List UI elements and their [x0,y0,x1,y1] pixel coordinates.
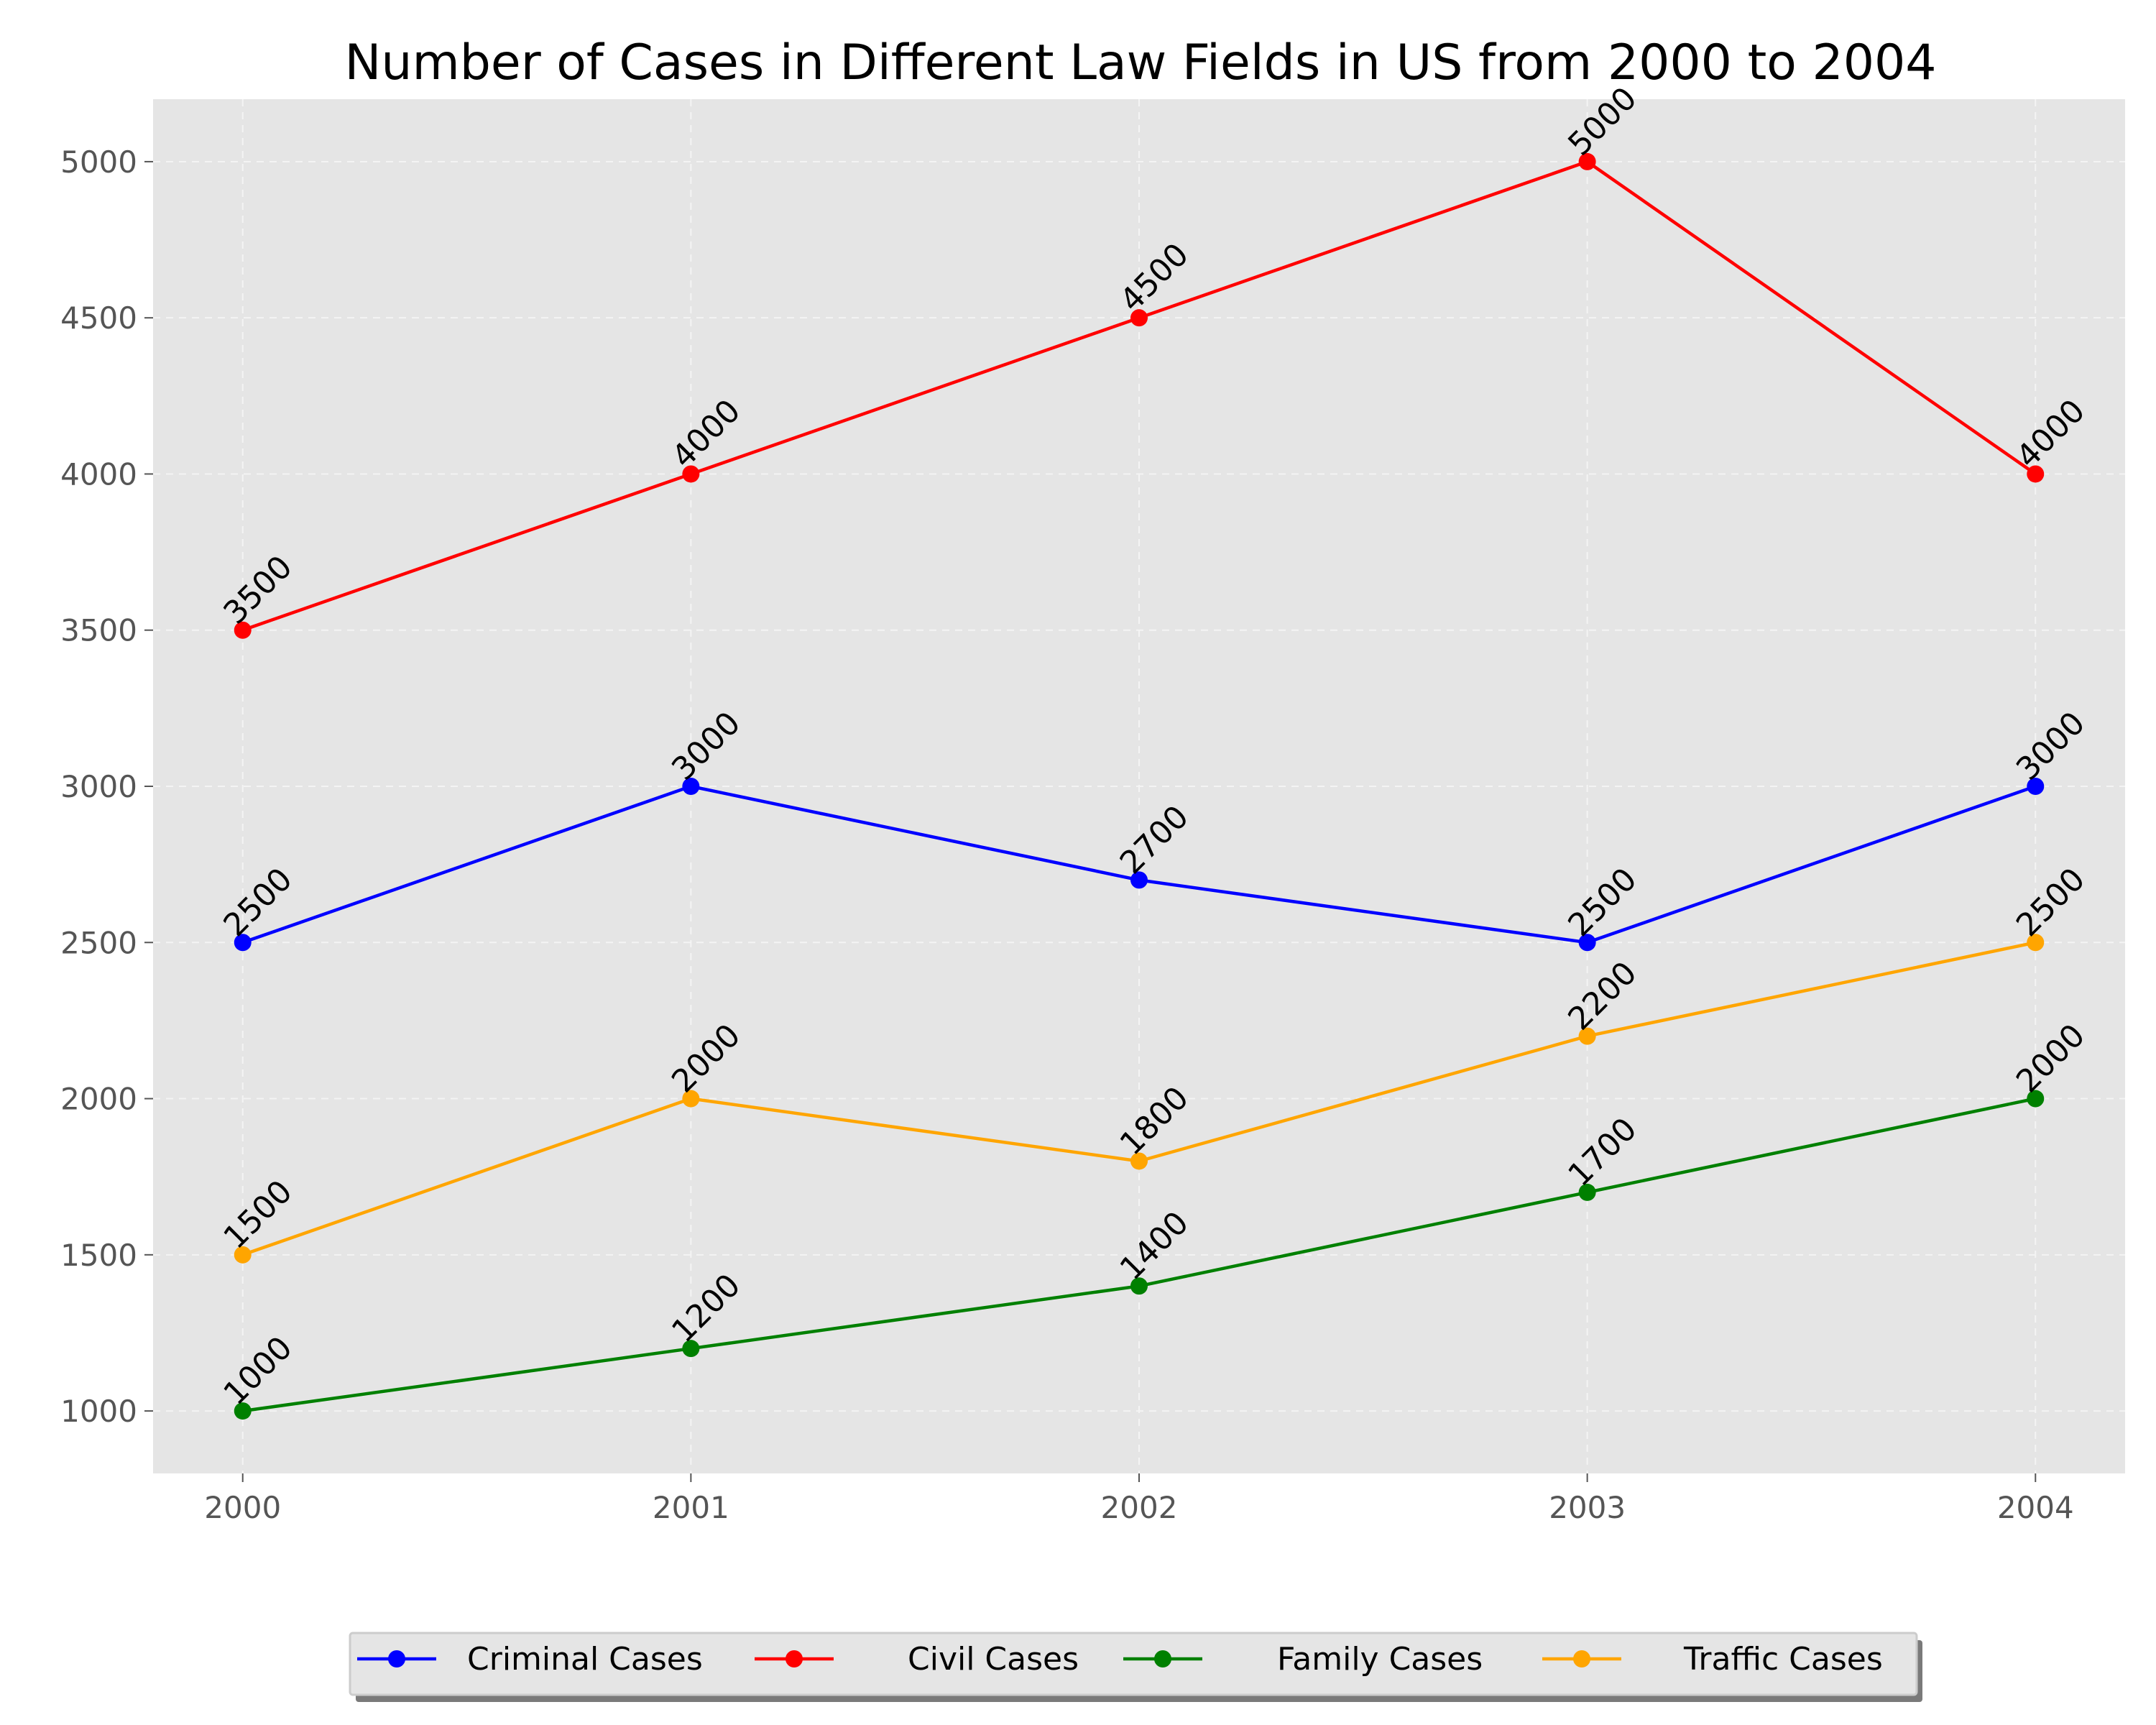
data-point-family-cases [2027,1090,2045,1108]
data-point-criminal-cases [1578,934,1596,952]
legend: Criminal Cases Civil Cases Family Cases Tra… [349,1632,1922,1702]
series-group [234,152,2045,1420]
chart-title: Number of Cases in Different Law Fields … [344,34,1936,91]
data-point-traffic-cases [1578,1027,1596,1045]
data-point-traffic-cases [2027,934,2045,952]
y-tick-label: 3500 [60,613,137,648]
data-point-civil-cases [2027,465,2045,483]
data-point-traffic-cases [234,1246,252,1264]
data-point-civil-cases [1578,152,1596,170]
axes: 1000 1500 2000 2500 3000 3500 4000 4500 5000 2000… [60,144,2074,1525]
data-point-criminal-cases [682,778,700,795]
data-point-family-cases [1130,1277,1148,1295]
y-tick-label: 3000 [60,769,137,804]
data-point-criminal-cases [1130,871,1148,889]
data-point-traffic-cases [682,1090,700,1108]
y-tick-label: 5000 [60,144,137,180]
x-tick-label: 2004 [1997,1490,2074,1525]
y-tick-label: 2000 [60,1082,137,1117]
legend-box [349,1632,1918,1696]
y-tick-label: 1000 [60,1394,137,1429]
x-tick-label: 2002 [1101,1490,1178,1525]
legend-marker-civil-cases [786,1650,803,1668]
legend-label-civil-cases: Civil Cases [908,1641,1079,1678]
legend-label-traffic-cases: Traffic Cases [1683,1641,1883,1678]
x-tick-label: 2000 [204,1490,281,1525]
legend-marker-traffic-cases [1573,1650,1590,1668]
data-point-criminal-cases [2027,778,2045,795]
x-tick-label: 2001 [653,1490,729,1525]
data-point-criminal-cases [234,934,252,952]
legend-marker-criminal-cases [388,1650,405,1668]
data-point-family-cases [682,1340,700,1358]
data-point-family-cases [234,1402,252,1420]
data-point-civil-cases [1130,309,1148,327]
legend-marker-family-cases [1154,1650,1171,1668]
y-tick-label: 4500 [60,300,137,336]
y-tick-label: 4000 [60,456,137,492]
y-tick-label: 1500 [60,1238,137,1273]
legend-label-family-cases: Family Cases [1277,1641,1483,1678]
legend-label-criminal-cases: Criminal Cases [467,1641,703,1678]
data-point-family-cases [1578,1183,1596,1201]
y-tick-label: 2500 [60,925,137,960]
x-tick-label: 2003 [1549,1490,1626,1525]
data-point-civil-cases [682,465,700,483]
data-point-civil-cases [234,621,252,639]
data-point-traffic-cases [1130,1152,1148,1170]
